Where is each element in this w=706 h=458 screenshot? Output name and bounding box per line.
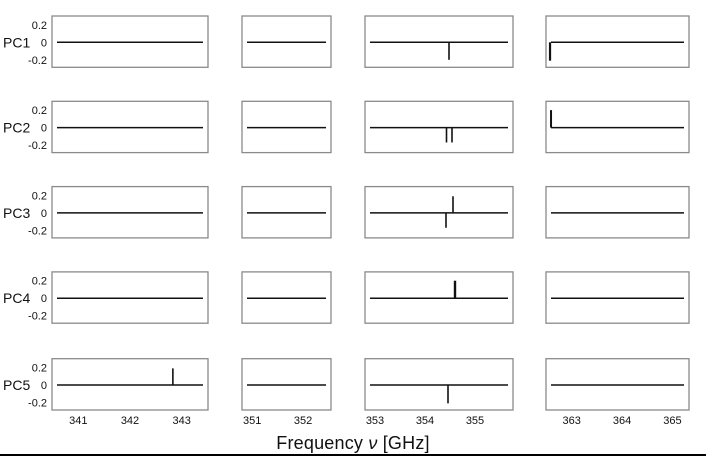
row-label-pc3: PC3 [3, 205, 30, 221]
xtick-label-364: 364 [613, 415, 631, 427]
row-label-pc1: PC1 [3, 34, 30, 50]
ytick-label-pc1-0.2: 0.2 [32, 20, 47, 32]
row-label-pc2: PC2 [3, 120, 30, 136]
x-axis-label-suffix: [GHz] [377, 433, 430, 453]
ytick-label-pc5--0.2: -0.2 [28, 398, 47, 410]
panel-r1c3 [364, 15, 514, 68]
panel-r4c4 [545, 271, 690, 324]
ytick-label-pc3-0.2: 0.2 [32, 190, 47, 202]
row-label-pc5: PC5 [3, 377, 30, 393]
panel-r4c2 [241, 271, 332, 324]
xtick-label-353: 353 [366, 415, 384, 427]
ytick-label-pc2-0: 0 [41, 123, 47, 135]
panel-r3c4 [545, 185, 690, 239]
panel-r2c3 [364, 100, 514, 154]
panel-r5c1 [51, 358, 209, 411]
panel-r1c4 [545, 15, 690, 68]
ytick-label-pc3-0: 0 [41, 208, 47, 220]
xtick-label-343: 343 [172, 415, 190, 427]
ytick-label-pc2--0.2: -0.2 [28, 140, 47, 152]
ytick-label-pc4--0.2: -0.2 [28, 311, 47, 323]
xtick-label-354: 354 [416, 415, 434, 427]
ytick-label-pc3--0.2: -0.2 [28, 225, 47, 237]
panel-r5c4 [545, 358, 690, 411]
panel-r1c1 [51, 15, 209, 68]
xtick-label-342: 342 [121, 415, 139, 427]
panel-r3c1 [51, 185, 209, 239]
panel-r1c2 [241, 15, 332, 68]
xtick-label-341: 341 [69, 415, 87, 427]
x-axis-label: Frequency ν [GHz] [0, 433, 706, 454]
xtick-label-365: 365 [663, 415, 681, 427]
xtick-label-352: 352 [294, 415, 312, 427]
panel-r5c3 [364, 358, 514, 411]
ytick-label-pc5-0: 0 [41, 380, 47, 392]
panel-r2c2 [241, 100, 332, 154]
nu-symbol: ν [368, 433, 378, 453]
ytick-label-pc1--0.2: -0.2 [28, 55, 47, 67]
ytick-label-pc1-0: 0 [41, 37, 47, 49]
bottom-rule [0, 454, 706, 457]
panel-r3c2 [241, 185, 332, 239]
panel-r4c3 [364, 271, 514, 324]
xtick-label-355: 355 [466, 415, 484, 427]
xtick-label-351: 351 [243, 415, 261, 427]
ytick-label-pc4-0.2: 0.2 [32, 276, 47, 288]
panel-r2c1 [51, 100, 209, 154]
ytick-label-pc2-0.2: 0.2 [32, 105, 47, 117]
row-label-pc4: PC4 [3, 290, 30, 306]
xtick-label-363: 363 [562, 415, 580, 427]
panel-r5c2 [241, 358, 332, 411]
panel-r3c3 [364, 185, 514, 239]
ytick-label-pc5-0.2: 0.2 [32, 363, 47, 375]
ytick-label-pc4-0: 0 [41, 293, 47, 305]
panel-r2c4 [545, 100, 690, 154]
x-axis-label-prefix: Frequency [276, 433, 369, 453]
panel-r4c1 [51, 271, 209, 324]
